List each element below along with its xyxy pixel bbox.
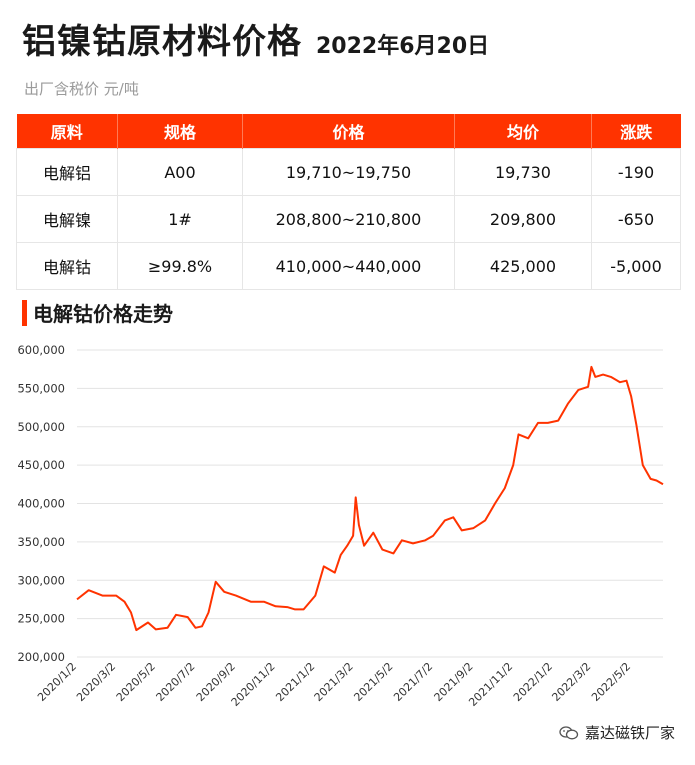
cell-spec: A00	[117, 148, 243, 196]
y-tick-label: 450,000	[17, 458, 65, 472]
x-tick-label: 2021/3/2	[312, 660, 356, 704]
cell-price: 410,000~440,000	[242, 242, 455, 290]
x-tick-label: 2021/7/2	[391, 660, 435, 704]
y-tick-label: 300,000	[17, 573, 65, 587]
cell-avg: 19,730	[454, 148, 592, 196]
cell-material: 电解钴	[16, 242, 118, 290]
table-row: 电解钴 ≥99.8% 410,000~440,000 425,000 -5,00…	[16, 242, 681, 290]
section-accent-bar	[22, 299, 27, 326]
y-tick-label: 250,000	[17, 612, 65, 626]
cell-price: 208,800~210,800	[242, 195, 455, 243]
series-line	[76, 365, 664, 632]
column-header-avg: 均价	[454, 114, 592, 149]
price-unit-note: 出厂含税价 元/吨	[24, 80, 139, 98]
x-tick-label: 2020/1/2	[35, 660, 79, 704]
column-header-price: 价格	[242, 114, 455, 149]
y-tick-label: 350,000	[17, 535, 65, 549]
x-tick-label: 2022/5/2	[589, 660, 633, 704]
cell-avg: 209,800	[454, 195, 592, 243]
x-tick-label: 2022/3/2	[549, 660, 593, 704]
column-header-spec: 规格	[117, 114, 243, 149]
page-date: 2022年6月20日	[316, 34, 490, 59]
watermark-text: 嘉达磁铁厂家	[584, 724, 675, 742]
header: 铝镍钴原材料价格 2022年6月20日	[22, 14, 489, 63]
y-tick-label: 500,000	[17, 420, 65, 434]
x-tick-label: 2020/5/2	[114, 660, 158, 704]
x-tick-label: 2020/7/2	[153, 660, 197, 704]
y-tick-label: 550,000	[17, 381, 65, 395]
price-table: 原料 规格 价格 均价 涨跌 电解铝 A00 19,710~19,750 19,…	[16, 114, 681, 290]
x-tick-label: 2021/1/2	[273, 660, 317, 704]
cell-change: -650	[591, 195, 681, 243]
cell-material: 电解镍	[16, 195, 118, 243]
table-header-row: 原料 规格 价格 均价 涨跌	[16, 114, 681, 149]
y-tick-label: 600,000	[17, 343, 65, 357]
cell-spec: 1#	[117, 195, 243, 243]
cell-change: -5,000	[591, 242, 681, 290]
section-title-text: 电解钴价格走势	[33, 302, 173, 326]
x-tick-label: 2020/3/2	[74, 660, 118, 704]
cell-change: -190	[591, 148, 681, 196]
column-header-material: 原料	[16, 114, 118, 149]
watermark: 嘉达磁铁厂家	[559, 722, 675, 743]
wechat-icon	[559, 725, 579, 739]
y-tick-label: 400,000	[17, 497, 65, 511]
cobalt-price-chart: 200,000 250,000 300,000 350,000 400,000 450,0…	[17, 343, 664, 709]
y-tick-label: 200,000	[17, 650, 65, 664]
section-title: 电解钴价格走势	[22, 298, 173, 327]
page-title: 铝镍钴原材料价格	[22, 22, 302, 62]
x-tick-label: 2022/1/2	[511, 660, 555, 704]
cell-avg: 425,000	[454, 242, 592, 290]
table-row: 电解镍 1# 208,800~210,800 209,800 -650	[16, 195, 681, 243]
cell-spec: ≥99.8%	[117, 242, 243, 290]
column-header-change: 涨跌	[591, 114, 681, 149]
table-row: 电解铝 A00 19,710~19,750 19,730 -190	[16, 148, 681, 196]
x-tick-label: 2021/5/2	[351, 660, 395, 704]
cell-price: 19,710~19,750	[242, 148, 455, 196]
cell-material: 电解铝	[16, 148, 118, 196]
